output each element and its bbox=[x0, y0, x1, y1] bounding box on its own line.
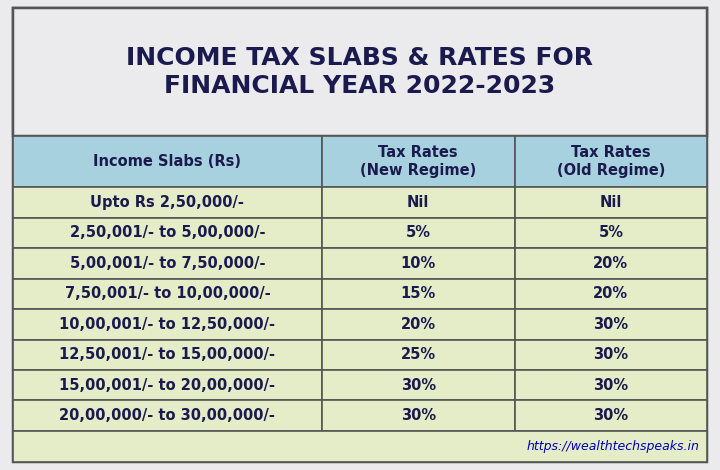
Text: Upto Rs 2,50,000/-: Upto Rs 2,50,000/- bbox=[91, 195, 244, 210]
Bar bbox=[322, 400, 515, 431]
Bar bbox=[515, 136, 707, 187]
Text: 30%: 30% bbox=[593, 378, 629, 393]
Bar bbox=[515, 400, 707, 431]
Text: Tax Rates
(Old Regime): Tax Rates (Old Regime) bbox=[557, 146, 665, 178]
Bar bbox=[515, 218, 707, 248]
Bar bbox=[322, 279, 515, 309]
Bar bbox=[322, 339, 515, 370]
Text: 30%: 30% bbox=[401, 408, 436, 423]
Bar bbox=[13, 370, 322, 400]
Bar bbox=[515, 248, 707, 279]
Bar bbox=[322, 309, 515, 339]
Text: 15,00,001/- to 20,00,000/-: 15,00,001/- to 20,00,000/- bbox=[59, 378, 275, 393]
Text: 12,50,001/- to 15,00,000/-: 12,50,001/- to 15,00,000/- bbox=[59, 347, 275, 362]
Text: 30%: 30% bbox=[401, 378, 436, 393]
Bar bbox=[13, 136, 322, 187]
Bar bbox=[322, 248, 515, 279]
Text: 2,50,001/- to 5,00,000/-: 2,50,001/- to 5,00,000/- bbox=[70, 225, 265, 240]
Bar bbox=[322, 136, 515, 187]
Bar bbox=[515, 339, 707, 370]
Text: Income Slabs (Rs): Income Slabs (Rs) bbox=[94, 154, 241, 169]
Bar bbox=[13, 309, 322, 339]
Text: 7,50,001/- to 10,00,000/-: 7,50,001/- to 10,00,000/- bbox=[65, 286, 270, 301]
Bar bbox=[13, 218, 322, 248]
Text: 30%: 30% bbox=[593, 347, 629, 362]
Text: 20%: 20% bbox=[401, 317, 436, 332]
Bar bbox=[13, 400, 322, 431]
Bar bbox=[322, 187, 515, 218]
Bar bbox=[322, 370, 515, 400]
Bar bbox=[13, 431, 707, 462]
Bar bbox=[515, 279, 707, 309]
Text: Tax Rates
(New Regime): Tax Rates (New Regime) bbox=[360, 146, 477, 178]
Text: 20%: 20% bbox=[593, 256, 629, 271]
Text: 5%: 5% bbox=[406, 225, 431, 240]
Bar bbox=[13, 8, 707, 136]
Bar bbox=[13, 248, 322, 279]
Bar bbox=[13, 279, 322, 309]
Bar bbox=[322, 218, 515, 248]
Text: 25%: 25% bbox=[401, 347, 436, 362]
Bar bbox=[13, 187, 322, 218]
Text: 10,00,001/- to 12,50,000/-: 10,00,001/- to 12,50,000/- bbox=[59, 317, 275, 332]
Text: 30%: 30% bbox=[593, 317, 629, 332]
Text: Nil: Nil bbox=[600, 195, 622, 210]
Text: 20%: 20% bbox=[593, 286, 629, 301]
Text: 10%: 10% bbox=[400, 256, 436, 271]
Text: 5,00,001/- to 7,50,000/-: 5,00,001/- to 7,50,000/- bbox=[70, 256, 265, 271]
Bar bbox=[13, 339, 322, 370]
Text: https://wealthtechspeaks.in: https://wealthtechspeaks.in bbox=[527, 440, 700, 453]
Text: 30%: 30% bbox=[593, 408, 629, 423]
Bar bbox=[515, 370, 707, 400]
Text: 15%: 15% bbox=[400, 286, 436, 301]
Bar bbox=[515, 187, 707, 218]
Text: INCOME TAX SLABS & RATES FOR
FINANCIAL YEAR 2022-2023: INCOME TAX SLABS & RATES FOR FINANCIAL Y… bbox=[127, 47, 593, 98]
Text: Nil: Nil bbox=[407, 195, 430, 210]
Text: 20,00,000/- to 30,00,000/-: 20,00,000/- to 30,00,000/- bbox=[60, 408, 275, 423]
Bar bbox=[515, 309, 707, 339]
Text: 5%: 5% bbox=[598, 225, 624, 240]
